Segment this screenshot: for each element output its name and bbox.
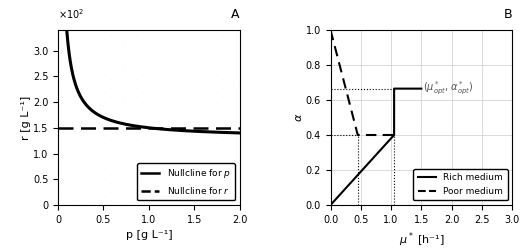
Poor medium xyxy=(327,28,334,32)
X-axis label: p [g L⁻¹]: p [g L⁻¹] xyxy=(126,230,172,240)
Line: Poor medium: Poor medium xyxy=(331,30,394,135)
Poor medium xyxy=(391,134,397,136)
Rich medium xyxy=(391,134,397,136)
Rich medium xyxy=(418,87,425,90)
Rich medium xyxy=(391,87,397,90)
Text: ($\mu^*_{opt}$, $\alpha^*_{opt}$): ($\mu^*_{opt}$, $\alpha^*_{opt}$) xyxy=(422,80,473,97)
Text: B: B xyxy=(504,8,512,21)
Line: Rich medium: Rich medium xyxy=(331,89,421,205)
Text: A: A xyxy=(231,8,240,21)
Text: $\times10^2$: $\times10^2$ xyxy=(58,8,84,21)
Legend: Nullcline for $p$, Nullcline for $r$: Nullcline for $p$, Nullcline for $r$ xyxy=(137,163,235,200)
Legend: Rich medium, Poor medium: Rich medium, Poor medium xyxy=(413,169,507,200)
Rich medium xyxy=(327,204,334,206)
Poor medium xyxy=(355,134,361,136)
Y-axis label: $\alpha$: $\alpha$ xyxy=(294,113,304,122)
Y-axis label: r [g L⁻¹]: r [g L⁻¹] xyxy=(22,95,32,140)
X-axis label: $\mu^*$ [h⁻¹]: $\mu^*$ [h⁻¹] xyxy=(399,230,444,249)
